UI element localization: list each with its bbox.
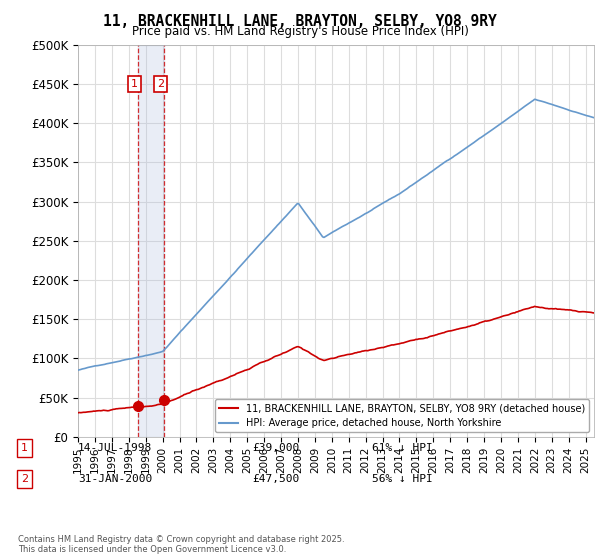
Text: 14-JUL-1998: 14-JUL-1998	[78, 443, 152, 453]
Text: 56% ↓ HPI: 56% ↓ HPI	[372, 474, 433, 484]
Text: £39,000: £39,000	[252, 443, 299, 453]
Text: 61% ↓ HPI: 61% ↓ HPI	[372, 443, 433, 453]
Text: 2: 2	[157, 79, 164, 89]
Text: 2: 2	[21, 474, 28, 484]
Bar	[138, 45, 164, 437]
Text: 11, BRACKENHILL LANE, BRAYTON, SELBY, YO8 9RY: 11, BRACKENHILL LANE, BRAYTON, SELBY, YO…	[103, 14, 497, 29]
Text: 1: 1	[131, 79, 138, 89]
Legend: 11, BRACKENHILL LANE, BRAYTON, SELBY, YO8 9RY (detached house), HPI: Average pri: 11, BRACKENHILL LANE, BRAYTON, SELBY, YO…	[215, 399, 589, 432]
Text: Price paid vs. HM Land Registry's House Price Index (HPI): Price paid vs. HM Land Registry's House …	[131, 25, 469, 38]
Text: Contains HM Land Registry data © Crown copyright and database right 2025.
This d: Contains HM Land Registry data © Crown c…	[18, 535, 344, 554]
Text: £47,500: £47,500	[252, 474, 299, 484]
Text: 1: 1	[21, 443, 28, 453]
Text: 31-JAN-2000: 31-JAN-2000	[78, 474, 152, 484]
